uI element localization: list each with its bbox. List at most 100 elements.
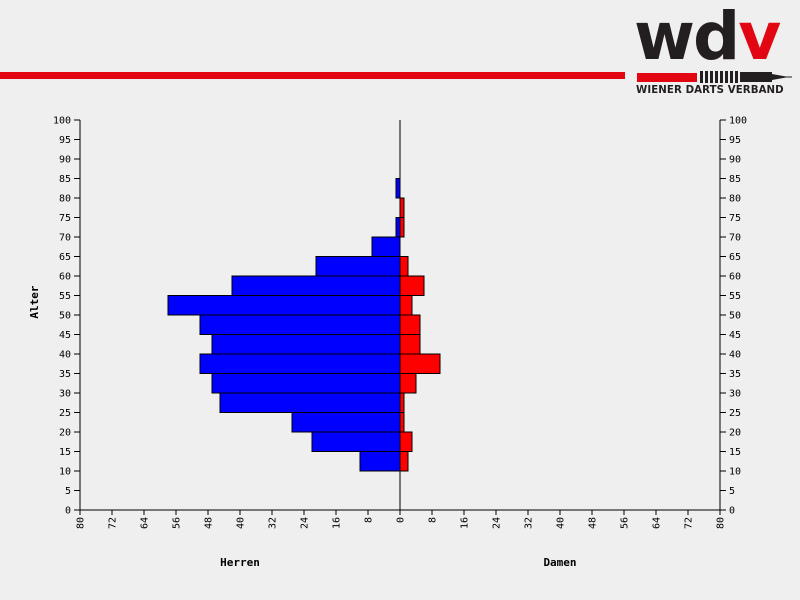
y-tick-label-right-30: 30 xyxy=(729,389,741,400)
logo-subtitle: WIENER DARTS VERBAND xyxy=(636,85,784,96)
y-tick-label-left-95: 95 xyxy=(59,135,71,146)
series-label-damen: Damen xyxy=(543,556,576,569)
y-tick-label-right-45: 45 xyxy=(729,330,741,341)
y-tick-label-right-75: 75 xyxy=(729,213,741,224)
bar-damen-70 xyxy=(399,217,405,238)
y-tick-label-left-0: 0 xyxy=(65,506,71,517)
x-tick-label-left-0: 0 xyxy=(396,517,407,523)
y-tick-label-left-40: 40 xyxy=(59,350,71,361)
bar-herren-35 xyxy=(199,353,401,374)
bar-damen-20 xyxy=(399,412,405,433)
y-tick-label-left-60: 60 xyxy=(59,272,71,283)
x-tick-label-left-80: 80 xyxy=(76,517,87,529)
y-tick-label-left-75: 75 xyxy=(59,213,71,224)
bar-herren-20 xyxy=(291,412,401,433)
x-tick-label-left-16: 16 xyxy=(332,517,343,529)
y-tick-label-right-20: 20 xyxy=(729,428,741,439)
x-tick-label-right-80: 80 xyxy=(716,517,727,529)
y-tick-label-left-45: 45 xyxy=(59,330,71,341)
y-tick-label-right-80: 80 xyxy=(729,194,741,205)
x-tick-label-right-48: 48 xyxy=(588,517,599,529)
bar-herren-25 xyxy=(219,392,401,413)
y-tick-label-left-15: 15 xyxy=(59,447,71,458)
y-tick-label-right-90: 90 xyxy=(729,155,741,166)
y-tick-label-right-70: 70 xyxy=(729,233,741,244)
y-tick-label-left-25: 25 xyxy=(59,408,71,419)
x-tick-label-right-64: 64 xyxy=(652,517,663,529)
bar-damen-60 xyxy=(399,256,409,277)
bar-damen-15 xyxy=(399,431,413,452)
bar-herren-10 xyxy=(359,451,401,472)
y-tick-label-left-20: 20 xyxy=(59,428,71,439)
x-tick-label-left-72: 72 xyxy=(108,517,119,529)
y-tick-label-right-40: 40 xyxy=(729,350,741,361)
x-tick-label-left-24: 24 xyxy=(300,517,311,529)
y-tick-label-right-0: 0 xyxy=(729,506,735,517)
y-tick-label-left-90: 90 xyxy=(59,155,71,166)
y-tick-label-left-85: 85 xyxy=(59,174,71,185)
y-tick-label-right-15: 15 xyxy=(729,447,741,458)
y-tick-label-left-100: 100 xyxy=(53,116,71,127)
bar-herren-80 xyxy=(395,178,401,199)
bar-damen-25 xyxy=(399,392,405,413)
y-tick-label-left-65: 65 xyxy=(59,252,71,263)
y-tick-label-right-35: 35 xyxy=(729,369,741,380)
x-tick-label-right-56: 56 xyxy=(620,517,631,529)
y-tick-label-right-95: 95 xyxy=(729,135,741,146)
y-tick-label-right-60: 60 xyxy=(729,272,741,283)
y-tick-label-left-55: 55 xyxy=(59,291,71,302)
y-tick-label-left-50: 50 xyxy=(59,311,71,322)
logo-wordmark: wdv xyxy=(634,0,781,75)
bar-herren-55 xyxy=(231,275,401,296)
y-tick-label-left-5: 5 xyxy=(65,486,71,497)
header-red-bar xyxy=(0,72,625,79)
y-tick-label-right-5: 5 xyxy=(729,486,735,497)
logo-red-bar xyxy=(637,73,697,82)
bar-herren-40 xyxy=(211,334,401,355)
dart-icon xyxy=(700,71,792,83)
wdv-logo[interactable]: wdv WIENER DARTS VERBAND xyxy=(632,4,797,100)
x-tick-label-right-24: 24 xyxy=(492,517,503,529)
x-tick-label-left-40: 40 xyxy=(236,517,247,529)
bar-herren-65 xyxy=(371,236,401,257)
bar-herren-60 xyxy=(315,256,401,277)
y-tick-label-right-65: 65 xyxy=(729,252,741,263)
y-tick-label-right-100: 100 xyxy=(729,116,747,127)
series-label-herren: Herren xyxy=(220,556,260,569)
bar-damen-10 xyxy=(399,451,409,472)
bar-damen-50 xyxy=(399,295,413,316)
y-tick-label-left-10: 10 xyxy=(59,467,71,478)
x-tick-label-left-32: 32 xyxy=(268,517,279,529)
x-tick-label-left-64: 64 xyxy=(140,517,151,529)
y-tick-label-left-30: 30 xyxy=(59,389,71,400)
x-tick-label-left-56: 56 xyxy=(172,517,183,529)
bar-damen-30 xyxy=(399,373,417,394)
y-tick-label-right-25: 25 xyxy=(729,408,741,419)
y-axis-title: Alter xyxy=(28,285,41,318)
bar-herren-70 xyxy=(395,217,401,238)
bar-herren-45 xyxy=(199,314,401,335)
bar-damen-45 xyxy=(399,314,421,335)
y-tick-label-right-10: 10 xyxy=(729,467,741,478)
x-tick-label-right-32: 32 xyxy=(524,517,535,529)
bar-damen-35 xyxy=(399,353,441,374)
bar-damen-55 xyxy=(399,275,425,296)
bar-herren-15 xyxy=(311,431,401,452)
bar-damen-40 xyxy=(399,334,421,355)
y-tick-label-right-50: 50 xyxy=(729,311,741,322)
y-tick-label-left-70: 70 xyxy=(59,233,71,244)
y-tick-label-right-85: 85 xyxy=(729,174,741,185)
bar-herren-30 xyxy=(211,373,401,394)
x-tick-label-left-8: 8 xyxy=(364,517,375,523)
x-tick-label-right-72: 72 xyxy=(684,517,695,529)
bar-damen-75 xyxy=(399,197,405,218)
x-tick-label-right-16: 16 xyxy=(460,517,471,529)
x-tick-label-right-40: 40 xyxy=(556,517,567,529)
bar-herren-50 xyxy=(167,295,401,316)
y-tick-label-left-80: 80 xyxy=(59,194,71,205)
y-tick-label-right-55: 55 xyxy=(729,291,741,302)
y-tick-label-left-35: 35 xyxy=(59,369,71,380)
x-tick-label-left-48: 48 xyxy=(204,517,215,529)
x-tick-label-right-8: 8 xyxy=(428,517,439,523)
